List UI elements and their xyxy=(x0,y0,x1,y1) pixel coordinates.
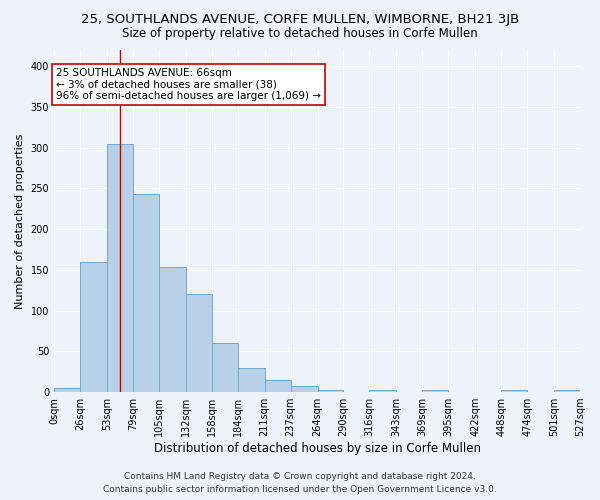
Bar xyxy=(554,390,580,392)
Bar xyxy=(159,268,186,392)
Bar xyxy=(501,390,527,392)
Y-axis label: Number of detached properties: Number of detached properties xyxy=(15,134,25,308)
Bar xyxy=(186,294,212,392)
Bar xyxy=(133,194,159,392)
Bar xyxy=(370,390,397,392)
Bar xyxy=(238,368,265,392)
Bar xyxy=(107,144,133,392)
Bar xyxy=(212,343,238,392)
Text: Contains HM Land Registry data © Crown copyright and database right 2024.
Contai: Contains HM Land Registry data © Crown c… xyxy=(103,472,497,494)
Bar xyxy=(80,262,107,392)
Bar xyxy=(290,386,317,392)
Text: 25 SOUTHLANDS AVENUE: 66sqm
← 3% of detached houses are smaller (38)
96% of semi: 25 SOUTHLANDS AVENUE: 66sqm ← 3% of deta… xyxy=(56,68,321,101)
Bar xyxy=(422,390,448,392)
Bar xyxy=(54,388,80,392)
X-axis label: Distribution of detached houses by size in Corfe Mullen: Distribution of detached houses by size … xyxy=(154,442,481,455)
Bar xyxy=(265,380,290,392)
Text: Size of property relative to detached houses in Corfe Mullen: Size of property relative to detached ho… xyxy=(122,28,478,40)
Bar xyxy=(317,390,343,392)
Text: 25, SOUTHLANDS AVENUE, CORFE MULLEN, WIMBORNE, BH21 3JB: 25, SOUTHLANDS AVENUE, CORFE MULLEN, WIM… xyxy=(81,12,519,26)
